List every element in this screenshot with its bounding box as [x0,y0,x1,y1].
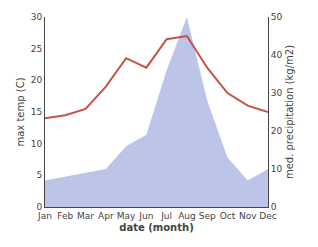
svg-text:Sep: Sep [199,211,216,221]
svg-text:40: 40 [271,50,283,60]
svg-text:0: 0 [271,202,277,212]
svg-text:30: 30 [31,12,43,22]
svg-text:50: 50 [271,12,283,22]
svg-text:10: 10 [271,164,283,174]
svg-text:20: 20 [31,75,43,85]
svg-text:max temp (C): max temp (C) [15,77,26,146]
svg-text:Nov: Nov [239,211,257,221]
svg-text:Apr: Apr [98,211,114,221]
svg-text:Jul: Jul [160,211,172,221]
svg-text:5: 5 [36,170,42,180]
svg-text:0: 0 [36,202,42,212]
svg-text:Jun: Jun [138,211,153,221]
svg-text:Oct: Oct [220,211,236,221]
svg-text:25: 25 [31,44,42,54]
svg-text:Jan: Jan [37,211,52,221]
svg-text:30: 30 [271,88,283,98]
svg-text:Mar: Mar [77,211,94,221]
svg-text:Aug: Aug [178,211,196,221]
svg-text:Dec: Dec [259,211,276,221]
svg-text:15: 15 [31,107,42,117]
svg-text:date (month): date (month) [119,222,193,233]
svg-text:20: 20 [271,126,283,136]
svg-text:med. precipitation (kg/m2): med. precipitation (kg/m2) [284,45,295,179]
svg-text:Feb: Feb [57,211,73,221]
svg-text:May: May [117,211,136,221]
svg-text:10: 10 [31,139,43,149]
